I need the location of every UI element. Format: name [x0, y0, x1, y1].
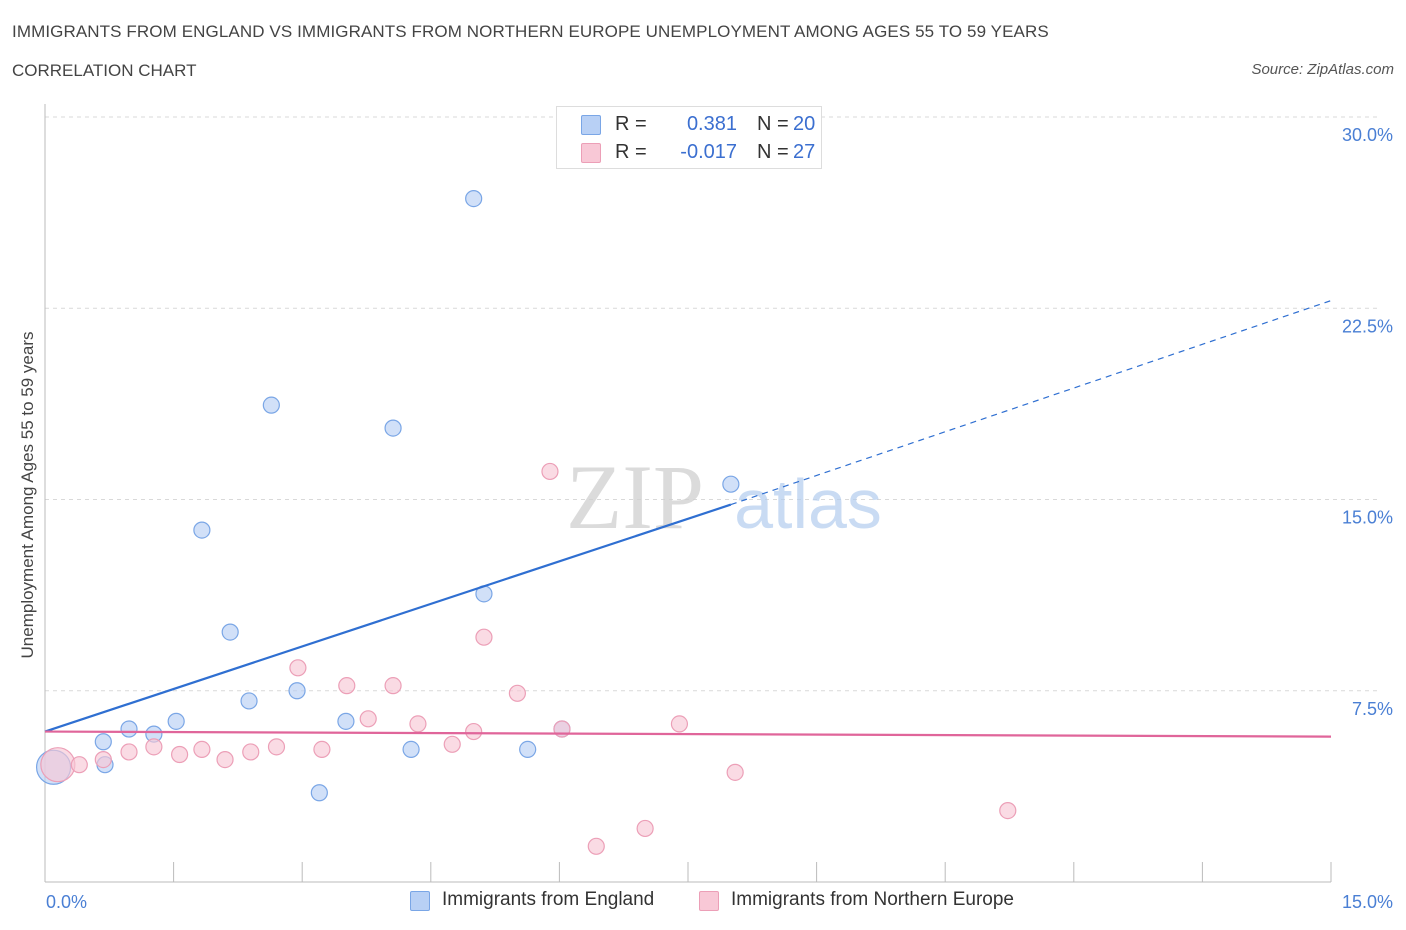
point-northern-europe-17 [465, 722, 483, 741]
point-northern-europe-11 [313, 740, 331, 759]
point-northern-europe-0 [40, 747, 76, 783]
point-northern-europe-16 [443, 735, 461, 753]
watermark-atlas: atlas [734, 465, 882, 543]
point-northern-europe-19 [508, 684, 526, 702]
england-swatch [581, 115, 601, 135]
data-points [35, 190, 1017, 855]
grid-layer [45, 116, 1381, 692]
trend-line-northern-europe [44, 730, 1332, 738]
point-england-8 [240, 692, 258, 710]
ne-legend-label: Immigrants from Northern Europe [731, 889, 1014, 910]
point-england-12 [337, 712, 355, 730]
point-england-3 [120, 720, 138, 738]
point-northern-europe-2 [94, 750, 112, 769]
point-northern-europe-18 [475, 628, 493, 646]
trend-line-england-extension [730, 300, 1332, 506]
point-northern-europe-5 [171, 745, 189, 764]
point-england-17 [519, 740, 537, 759]
y-tick-label-0: 7.5% [1352, 699, 1393, 719]
stats-legend: R = 0.381 N = 20 R = -0.017 N = 27 [556, 106, 822, 169]
england-legend-swatch [410, 891, 430, 911]
ne-swatch [581, 143, 601, 163]
tick-labels: 7.5% 15.0% 22.5% 30.0% 0.0% 15.0% [46, 125, 1393, 912]
point-england-5 [167, 712, 185, 730]
chart-title: IMMIGRANTS FROM ENGLAND VS IMMIGRANTS FR… [12, 22, 1049, 41]
point-england-13 [384, 419, 402, 437]
england-r-value: 0.381 [686, 113, 737, 135]
point-northern-europe-3 [120, 743, 138, 761]
england-r-label: R = [615, 113, 647, 135]
x-tick-label-min: 0.0% [46, 892, 87, 912]
point-northern-europe-13 [359, 710, 377, 728]
point-northern-europe-6 [193, 740, 211, 759]
point-northern-europe-15 [409, 715, 427, 733]
point-northern-europe-14 [384, 677, 402, 695]
y-tick-label-3: 30.0% [1342, 125, 1393, 145]
y-tick-label-1: 15.0% [1342, 508, 1393, 528]
point-northern-europe-9 [267, 738, 286, 756]
ne-n-value: 27 [793, 141, 816, 163]
point-northern-europe-1 [70, 756, 88, 774]
point-northern-europe-22 [587, 837, 605, 855]
point-northern-europe-20 [541, 462, 559, 481]
point-northern-europe-23 [636, 819, 654, 838]
x-tick-label-max: 15.0% [1342, 892, 1393, 912]
point-england-6 [193, 521, 211, 539]
point-england-11 [310, 784, 328, 802]
ne-r-value: -0.017 [680, 141, 737, 163]
england-n-label: N = [757, 113, 789, 135]
point-england-10 [288, 682, 306, 700]
watermark: ZIP atlas [566, 446, 882, 548]
point-england-19 [722, 475, 740, 493]
ne-r-label: R = [615, 141, 647, 163]
point-northern-europe-10 [289, 659, 307, 677]
ne-n-label: N = [757, 141, 789, 163]
watermark-zip: ZIP [566, 446, 704, 548]
ne-legend-swatch [699, 891, 719, 911]
point-northern-europe-4 [145, 738, 163, 756]
trend-line-england [44, 503, 732, 733]
point-northern-europe-8 [242, 743, 260, 761]
trend-lines [44, 300, 1332, 738]
england-n-value: 20 [793, 113, 816, 135]
chart-subtitle: CORRELATION CHART [12, 61, 197, 80]
point-northern-europe-24 [670, 715, 689, 733]
point-england-14 [402, 740, 420, 759]
point-northern-europe-12 [338, 677, 356, 695]
y-tick-label-2: 22.5% [1342, 316, 1393, 336]
point-england-15 [465, 190, 483, 208]
point-england-2 [94, 733, 112, 751]
point-northern-europe-26 [999, 801, 1017, 820]
point-northern-europe-25 [726, 763, 744, 781]
england-legend-label: Immigrants from England [442, 889, 655, 910]
point-england-9 [262, 396, 280, 414]
source-note: Source: ZipAtlas.com [1251, 61, 1394, 78]
point-england-7 [221, 623, 239, 641]
point-northern-europe-7 [216, 750, 234, 769]
